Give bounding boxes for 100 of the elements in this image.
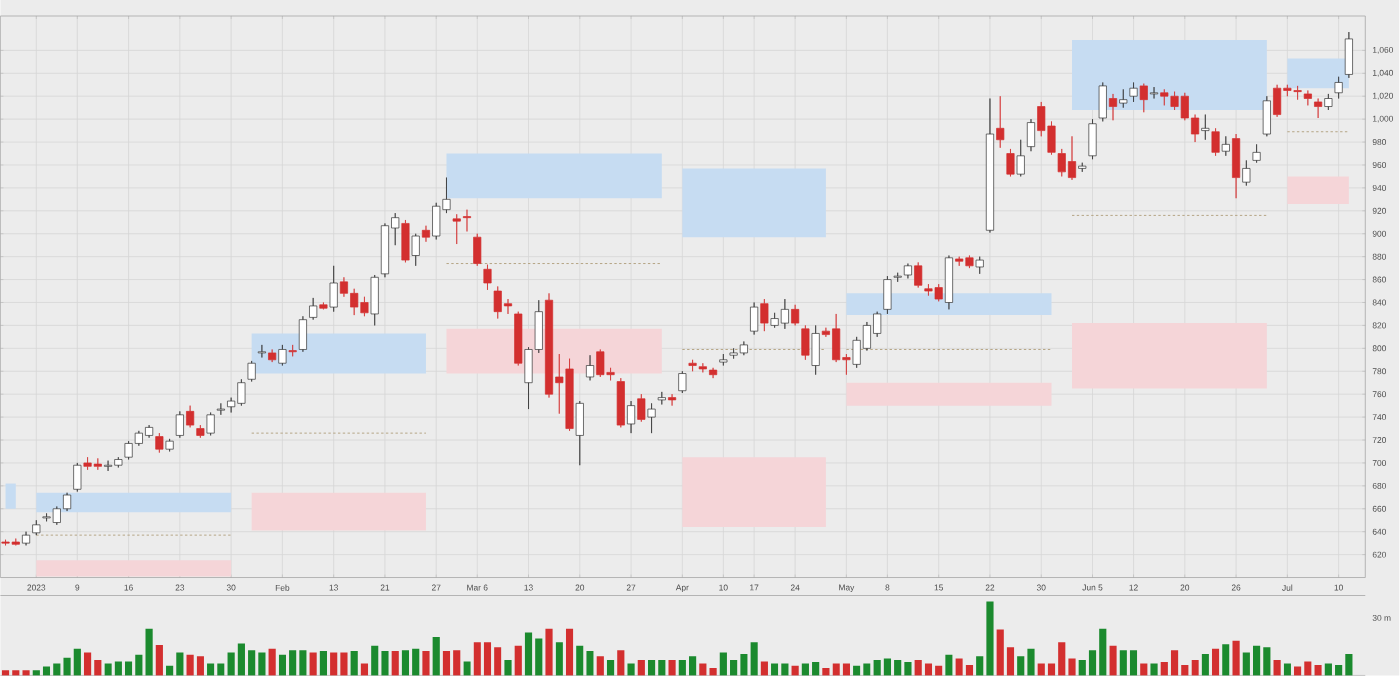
bar	[1211, 648, 1220, 676]
candlestick	[1303, 90, 1312, 106]
candlestick	[309, 297, 318, 321]
bar	[422, 651, 430, 676]
candlestick	[801, 325, 810, 361]
candlestick	[257, 344, 266, 358]
candlestick	[421, 225, 431, 243]
bar	[391, 651, 399, 676]
candlestick	[1262, 95, 1271, 137]
bar	[699, 663, 707, 676]
candlestick	[298, 315, 307, 353]
candlestick	[996, 95, 1005, 149]
candlestick	[586, 354, 595, 381]
candlestick	[575, 400, 584, 466]
bar	[709, 668, 717, 676]
candlestick	[186, 405, 195, 428]
candlestick	[1242, 160, 1251, 187]
bar	[360, 663, 369, 676]
bar	[1232, 640, 1240, 676]
candlestick	[483, 264, 492, 291]
bar	[268, 648, 276, 676]
bar	[1191, 659, 1199, 676]
candlestick	[247, 360, 256, 382]
candlestick	[1088, 118, 1097, 160]
candlestick	[791, 304, 800, 326]
candlestick	[73, 462, 82, 492]
bar	[1273, 659, 1281, 676]
candlestick	[975, 256, 984, 275]
bar	[565, 628, 574, 676]
bar	[945, 654, 953, 676]
bar	[514, 645, 522, 676]
bar	[596, 656, 604, 676]
candlestick	[473, 233, 482, 267]
candlestick	[216, 403, 225, 416]
candlestick	[175, 411, 184, 439]
candlestick	[1232, 133, 1241, 199]
bar	[606, 659, 615, 676]
candlestick	[1211, 128, 1220, 157]
candlestick	[657, 391, 666, 405]
bar	[1, 670, 10, 676]
candlestick	[411, 233, 420, 267]
bar	[463, 661, 471, 676]
bar	[617, 650, 625, 676]
bar	[637, 659, 645, 676]
bar	[668, 659, 676, 676]
candlestick	[1252, 144, 1261, 164]
candlestick	[514, 311, 523, 366]
bar	[145, 628, 153, 676]
candlestick	[678, 370, 687, 394]
candlestick	[719, 353, 728, 366]
bar	[555, 642, 563, 676]
bar	[381, 651, 389, 676]
candlestick	[206, 412, 215, 436]
candlestick	[1129, 82, 1138, 103]
bar	[965, 665, 974, 676]
bar	[791, 665, 799, 676]
bar	[627, 663, 635, 676]
bar	[504, 659, 512, 676]
candlestick	[760, 298, 769, 332]
bar	[1222, 644, 1230, 676]
candlestick	[1078, 162, 1087, 173]
bar	[822, 668, 830, 676]
candlestick	[985, 98, 995, 233]
bar	[689, 656, 697, 676]
candlestick	[1098, 82, 1107, 122]
candlestick	[1119, 89, 1128, 109]
candlestick	[750, 302, 759, 335]
candlestick	[155, 432, 164, 454]
candlestick	[1221, 136, 1230, 157]
candlestick	[647, 403, 656, 434]
candlestick	[452, 213, 461, 245]
candlestick	[462, 209, 472, 232]
candlestick	[1201, 114, 1210, 141]
candlestick	[1108, 93, 1118, 121]
bar	[1201, 654, 1209, 676]
bar	[155, 645, 163, 676]
candlestick	[1324, 93, 1333, 111]
candlestick	[944, 255, 953, 310]
candlestick	[811, 325, 820, 376]
bar	[760, 661, 768, 676]
candlestick	[637, 393, 646, 423]
candlestick	[370, 274, 379, 326]
candlestick	[1344, 31, 1353, 79]
candlestick	[1150, 86, 1159, 99]
candlestick	[1016, 139, 1025, 177]
bar	[350, 651, 358, 676]
bar	[750, 642, 758, 676]
bar	[1150, 663, 1158, 676]
candlestick	[883, 275, 892, 315]
candlestick	[1006, 148, 1015, 177]
candlestick	[268, 349, 277, 363]
candlestick	[1026, 118, 1036, 152]
bar	[1109, 645, 1117, 676]
candlestick	[627, 400, 636, 434]
candlestick	[32, 519, 41, 536]
candlestick	[1314, 98, 1323, 119]
candlestick	[278, 344, 287, 366]
bar	[22, 670, 30, 676]
candlestick	[688, 359, 697, 372]
candlestick	[165, 438, 174, 452]
